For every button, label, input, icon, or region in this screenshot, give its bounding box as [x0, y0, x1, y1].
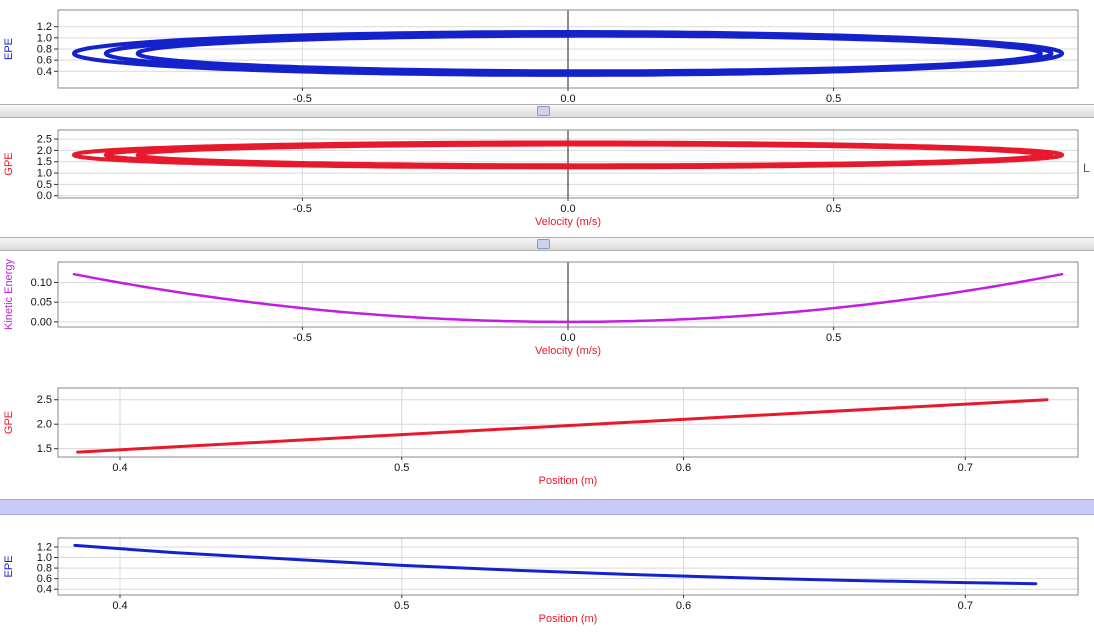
y-axis-label: EPE — [3, 38, 15, 60]
scrollbar-thumb-2[interactable] — [537, 239, 550, 249]
x-tick-label: 0.0 — [560, 332, 575, 344]
x-tick-label: 0.4 — [112, 462, 127, 474]
y-axis-label: GPE — [3, 411, 15, 434]
x-tick-label: 0.6 — [676, 462, 691, 474]
y-tick-label: 0.10 — [31, 277, 52, 289]
x-axis-label: Velocity (m/s) — [535, 345, 601, 357]
y-tick-label: 0.6 — [37, 573, 52, 585]
x-tick-label: -0.5 — [293, 203, 312, 215]
x-axis-label: Velocity (m/s) — [535, 216, 601, 228]
y-tick-label: 0.05 — [31, 297, 52, 309]
series-gpe-vs-velocity — [135, 142, 1043, 168]
y-tick-label: 0.4 — [37, 66, 52, 78]
y-tick-label: 0.8 — [37, 563, 52, 575]
x-axis-label: Position (m) — [539, 613, 598, 625]
x-tick-label: 0.7 — [958, 600, 973, 612]
x-tick-label: 0.0 — [560, 93, 575, 105]
y-tick-label: 0.8 — [37, 44, 52, 56]
chart-gpe-vs-position: 0.4 0.5 0.6 0.7 1.5 2.0 2.5 GPE Position (m) — [3, 387, 1079, 487]
plot-border — [57, 537, 1079, 596]
scrollbar-thumb-1[interactable] — [537, 106, 550, 116]
chart-kinetic-energy-vs-velocity: -0.5 0.0 0.5 0.00 0.05 0.10 Kinetic Energy Velo… — [3, 259, 1079, 357]
y-axis-label: EPE — [3, 555, 15, 577]
y-tick-label: 2.5 — [37, 134, 52, 146]
x-axis-label: Position (m) — [539, 475, 598, 487]
x-tick-label: 0.4 — [112, 600, 127, 612]
y-tick-label: 1.5 — [37, 443, 52, 455]
selected-scrollbar-band[interactable] — [0, 499, 1094, 515]
series-kinetic-energy-vs-velocity — [72, 272, 1064, 324]
x-tick-label: 0.5 — [826, 203, 841, 215]
y-tick-label: 1.0 — [37, 32, 52, 44]
y-tick-label: 1.5 — [37, 156, 52, 168]
x-tick-label: -0.5 — [293, 93, 312, 105]
x-tick-label: 0.5 — [826, 93, 841, 105]
clipped-right-edge-label: L — [1083, 161, 1090, 175]
x-tick-label: -0.5 — [293, 332, 312, 344]
x-tick-label: 0.5 — [826, 332, 841, 344]
x-tick-label: 0.5 — [394, 600, 409, 612]
series-epe-vs-position — [73, 543, 1038, 586]
x-tick-label: 0.0 — [560, 203, 575, 215]
y-tick-label: 1.2 — [37, 21, 52, 33]
x-tick-label: 0.5 — [394, 462, 409, 474]
series-gpe-vs-position — [76, 398, 1049, 454]
y-tick-label: 0.5 — [37, 179, 52, 191]
y-axis-label: Kinetic Energy — [3, 259, 15, 330]
y-tick-label: 1.0 — [37, 552, 52, 564]
y-tick-label: 0.00 — [31, 316, 52, 328]
y-tick-label: 0.0 — [37, 190, 52, 202]
y-tick-label: 1.2 — [37, 541, 52, 553]
x-tick-label: 0.6 — [676, 600, 691, 612]
y-axis-label: GPE — [3, 152, 15, 175]
horizontal-scrollbar-2[interactable] — [0, 237, 1094, 251]
horizontal-scrollbar-1[interactable] — [0, 104, 1094, 118]
series-epe-vs-velocity — [135, 33, 1043, 74]
y-tick-label: 0.4 — [37, 584, 52, 596]
chart-epe-vs-velocity: -0.5 0.0 0.5 0.40.60.81.01.2 EPE — [3, 9, 1079, 105]
y-tick-label: 1.0 — [37, 168, 52, 180]
y-tick-label: 2.0 — [37, 419, 52, 431]
plot-border — [57, 387, 1079, 458]
y-tick-label: 2.0 — [37, 145, 52, 157]
chart-gpe-vs-velocity: -0.5 0.0 0.50.00.51.01.52.02.5GPEVelocity … — [3, 129, 1079, 228]
x-tick-label: 0.7 — [958, 462, 973, 474]
y-tick-label: 2.5 — [37, 394, 52, 406]
y-tick-label: 0.6 — [37, 55, 52, 67]
